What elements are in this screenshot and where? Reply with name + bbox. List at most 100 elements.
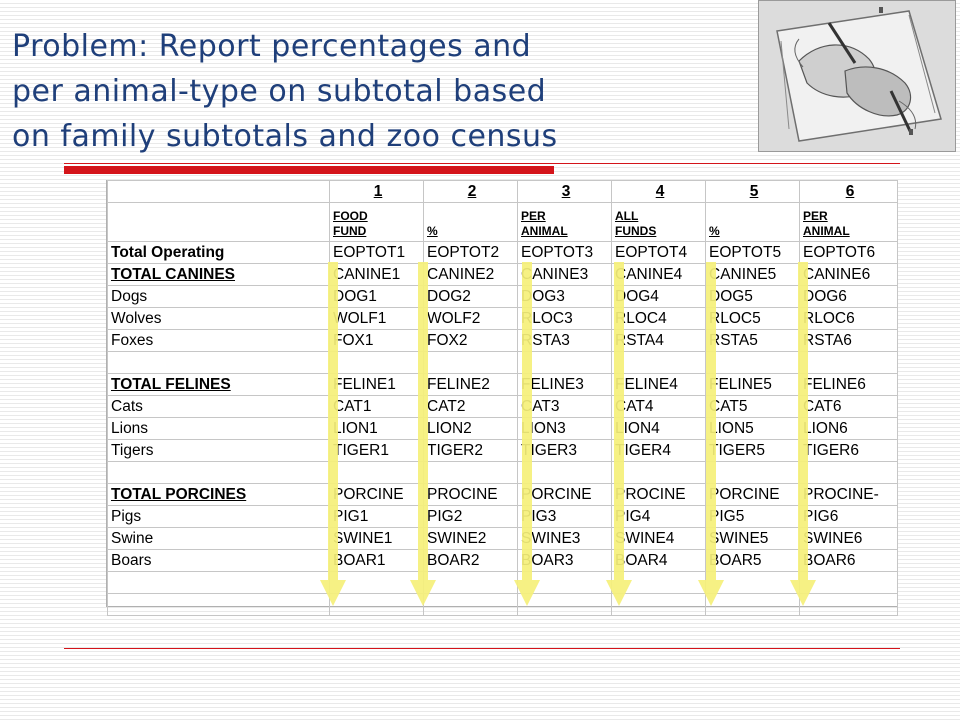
data-cell[interactable]: CAT6 — [799, 395, 898, 418]
data-cell[interactable]: CANINE6 — [799, 263, 898, 286]
data-cell[interactable]: BOAR2 — [423, 549, 518, 572]
data-cell[interactable] — [799, 571, 898, 594]
data-cell[interactable] — [611, 461, 706, 484]
data-cell[interactable]: SWINE2 — [423, 527, 518, 550]
data-cell[interactable]: LION4 — [611, 417, 706, 440]
data-cell[interactable]: PIG6 — [799, 505, 898, 528]
data-cell[interactable]: CANINE5 — [705, 263, 800, 286]
data-cell[interactable]: PIG1 — [329, 505, 424, 528]
data-cell[interactable] — [705, 593, 800, 616]
data-cell[interactable]: PIG5 — [705, 505, 800, 528]
data-cell[interactable]: BOAR5 — [705, 549, 800, 572]
data-cell[interactable]: PROCINE- — [799, 483, 898, 506]
data-cell[interactable]: WOLF1 — [329, 307, 424, 330]
data-cell[interactable]: DOG1 — [329, 285, 424, 308]
data-cell[interactable]: EOPTOT2 — [423, 241, 518, 264]
data-cell[interactable]: FOX1 — [329, 329, 424, 352]
data-cell[interactable]: RLOC6 — [799, 307, 898, 330]
data-cell[interactable]: DOG2 — [423, 285, 518, 308]
data-cell[interactable]: SWINE4 — [611, 527, 706, 550]
data-cell[interactable]: RLOC5 — [705, 307, 800, 330]
data-cell[interactable]: CAT2 — [423, 395, 518, 418]
data-cell[interactable]: BOAR3 — [517, 549, 612, 572]
data-cell[interactable] — [611, 593, 706, 616]
data-cell[interactable] — [611, 351, 706, 374]
data-cell[interactable]: TIGER1 — [329, 439, 424, 462]
data-cell[interactable]: DOG4 — [611, 285, 706, 308]
data-cell[interactable]: DOG3 — [517, 285, 612, 308]
data-cell[interactable]: PIG3 — [517, 505, 612, 528]
data-cell[interactable]: FELINE2 — [423, 373, 518, 396]
data-cell[interactable]: FELINE1 — [329, 373, 424, 396]
data-cell[interactable] — [517, 571, 612, 594]
data-cell[interactable]: TIGER5 — [705, 439, 800, 462]
data-cell[interactable]: LION6 — [799, 417, 898, 440]
data-cell[interactable]: RSTA6 — [799, 329, 898, 352]
data-cell[interactable]: LION5 — [705, 417, 800, 440]
data-cell[interactable]: RLOC3 — [517, 307, 612, 330]
data-cell[interactable]: PROCINE — [611, 483, 706, 506]
data-cell[interactable]: TIGER2 — [423, 439, 518, 462]
data-cell[interactable] — [423, 461, 518, 484]
data-cell[interactable] — [329, 571, 424, 594]
data-cell[interactable]: WOLF2 — [423, 307, 518, 330]
data-cell[interactable] — [611, 571, 706, 594]
data-cell[interactable] — [423, 571, 518, 594]
data-cell[interactable]: CAT3 — [517, 395, 612, 418]
data-cell[interactable]: RSTA4 — [611, 329, 706, 352]
data-cell[interactable]: TIGER3 — [517, 439, 612, 462]
data-cell[interactable]: FOX2 — [423, 329, 518, 352]
data-cell[interactable]: CANINE1 — [329, 263, 424, 286]
data-cell[interactable]: CANINE4 — [611, 263, 706, 286]
data-cell[interactable]: BOAR6 — [799, 549, 898, 572]
data-cell[interactable]: CAT5 — [705, 395, 800, 418]
data-cell[interactable]: CANINE2 — [423, 263, 518, 286]
data-cell[interactable]: RSTA3 — [517, 329, 612, 352]
data-cell[interactable] — [329, 461, 424, 484]
data-cell[interactable]: DOG5 — [705, 285, 800, 308]
data-cell[interactable] — [705, 461, 800, 484]
data-cell[interactable]: SWINE5 — [705, 527, 800, 550]
data-cell[interactable] — [705, 351, 800, 374]
data-cell[interactable] — [799, 461, 898, 484]
data-cell[interactable]: LION3 — [517, 417, 612, 440]
data-cell[interactable]: TIGER4 — [611, 439, 706, 462]
data-cell[interactable] — [329, 593, 424, 616]
data-cell[interactable]: EOPTOT1 — [329, 241, 424, 264]
data-cell[interactable]: FELINE5 — [705, 373, 800, 396]
data-cell[interactable]: PROCINE — [423, 483, 518, 506]
data-cell[interactable] — [799, 593, 898, 616]
data-cell[interactable]: EOPTOT4 — [611, 241, 706, 264]
data-cell[interactable]: EOPTOT3 — [517, 241, 612, 264]
data-cell[interactable] — [705, 571, 800, 594]
data-cell[interactable]: LION1 — [329, 417, 424, 440]
data-cell[interactable]: CAT1 — [329, 395, 424, 418]
data-cell[interactable]: FELINE4 — [611, 373, 706, 396]
data-cell[interactable]: TIGER6 — [799, 439, 898, 462]
data-cell[interactable] — [423, 351, 518, 374]
data-cell[interactable]: RSTA5 — [705, 329, 800, 352]
data-cell[interactable]: FELINE6 — [799, 373, 898, 396]
data-cell[interactable]: PORCINE — [329, 483, 424, 506]
data-cell[interactable]: BOAR4 — [611, 549, 706, 572]
data-cell[interactable]: LION2 — [423, 417, 518, 440]
data-cell[interactable]: SWINE1 — [329, 527, 424, 550]
data-cell[interactable]: EOPTOT6 — [799, 241, 898, 264]
data-cell[interactable] — [517, 351, 612, 374]
data-cell[interactable]: PIG2 — [423, 505, 518, 528]
data-cell[interactable]: RLOC4 — [611, 307, 706, 330]
data-cell[interactable] — [517, 593, 612, 616]
data-cell[interactable] — [799, 351, 898, 374]
data-cell[interactable]: PORCINE — [517, 483, 612, 506]
data-cell[interactable]: BOAR1 — [329, 549, 424, 572]
data-cell[interactable]: CANINE3 — [517, 263, 612, 286]
data-cell[interactable]: PIG4 — [611, 505, 706, 528]
data-cell[interactable]: SWINE3 — [517, 527, 612, 550]
data-cell[interactable] — [329, 351, 424, 374]
data-cell[interactable]: EOPTOT5 — [705, 241, 800, 264]
data-cell[interactable]: DOG6 — [799, 285, 898, 308]
data-cell[interactable]: PORCINE — [705, 483, 800, 506]
data-cell[interactable] — [517, 461, 612, 484]
data-cell[interactable] — [423, 593, 518, 616]
data-cell[interactable]: FELINE3 — [517, 373, 612, 396]
